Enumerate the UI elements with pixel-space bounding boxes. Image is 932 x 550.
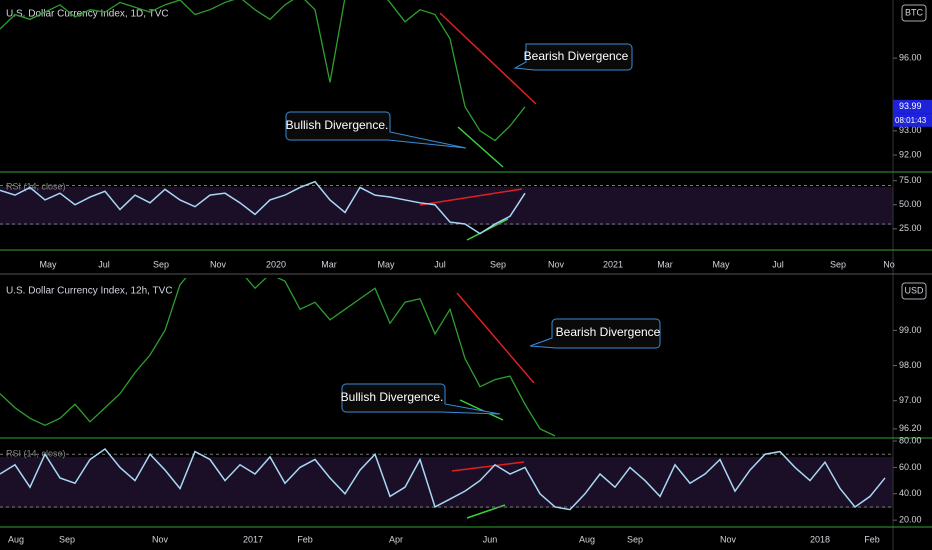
bearish-line	[456, 292, 535, 384]
x-tick-label: Sep	[59, 534, 75, 544]
rsi-line	[0, 180, 526, 235]
y-tick-label: 92.00	[899, 149, 922, 159]
y-tick-label: 25.00	[899, 223, 922, 233]
bearish-rsi-line	[451, 461, 525, 472]
x-tick-label: Mar	[321, 259, 337, 269]
y-tick-label: 60.00	[899, 462, 922, 472]
callout	[529, 318, 661, 349]
bullish-line	[457, 126, 504, 168]
rsi-band-fill	[0, 187, 893, 225]
x-tick-label: 2021	[603, 259, 623, 269]
x-tick-label: Feb	[297, 534, 313, 544]
bearish-line	[439, 12, 537, 105]
y-tick-label: 96.20	[899, 423, 922, 433]
last-price-tag	[893, 99, 932, 114]
x-tick-label: Aug	[579, 534, 595, 544]
bullish-line	[459, 399, 504, 421]
y-tick-label: 75.00	[899, 175, 922, 185]
price-line	[0, 0, 526, 142]
x-tick-label: 2017	[243, 534, 263, 544]
y-tick-label: 20.00	[899, 515, 922, 525]
x-tick-label: Mar	[657, 259, 673, 269]
y-tick-label: 93.00	[899, 125, 922, 135]
annotation: Bullish Divergence.	[286, 118, 389, 132]
countdown-tag	[893, 113, 932, 127]
x-tick-label: Sep	[830, 259, 846, 269]
currency-label: USD	[904, 285, 924, 295]
rsi-line	[0, 447, 886, 511]
annotation: Bearish Divergence	[556, 325, 661, 339]
rsi-label: RSI (14, close)	[6, 448, 66, 458]
annotation: Bullish Divergence.	[341, 390, 444, 404]
x-tick-label: Nov	[210, 259, 227, 269]
x-tick-label: 2020	[266, 259, 286, 269]
x-tick-label: May	[377, 259, 395, 269]
callout	[285, 111, 467, 149]
x-tick-label: Aug	[8, 534, 24, 544]
x-tick-label: Sep	[490, 259, 506, 269]
rsi-label: RSI (14, close)	[6, 181, 66, 191]
price-line	[0, 278, 556, 437]
x-tick-label: Nov	[152, 534, 169, 544]
x-tick-label: Feb	[864, 534, 880, 544]
currency-badge[interactable]	[901, 4, 927, 22]
x-tick-label: Jul	[98, 259, 110, 269]
x-tick-label: Nov	[720, 534, 737, 544]
symbol-title: U.S. Dollar Currency Index, 1D, TVC	[6, 9, 169, 20]
x-tick-label: Apr	[389, 534, 403, 544]
x-tick-label: Sep	[153, 259, 169, 269]
last-price-label: 93.99	[899, 101, 922, 111]
x-tick-label: Jul	[772, 259, 784, 269]
currency-badge[interactable]	[901, 282, 927, 300]
x-tick-label: Jun	[483, 534, 498, 544]
bearish-rsi-line	[419, 188, 523, 206]
y-tick-label: 97.00	[899, 395, 922, 405]
x-tick-label: 2018	[810, 534, 830, 544]
y-tick-label: 50.00	[899, 199, 922, 209]
y-tick-label: 40.00	[899, 488, 922, 498]
x-tick-label: Nov	[548, 259, 565, 269]
x-tick-label: May	[39, 259, 57, 269]
y-tick-label: 80.00	[899, 435, 922, 445]
x-tick-label: No	[883, 259, 895, 269]
callout	[513, 43, 633, 71]
y-tick-label: 99.00	[899, 325, 922, 335]
y-tick-label: 96.00	[899, 53, 922, 63]
x-tick-label: Sep	[627, 534, 643, 544]
countdown: 08:01:43	[895, 116, 927, 125]
rsi-band-fill	[0, 457, 893, 508]
x-tick-label: May	[712, 259, 730, 269]
symbol-title: U.S. Dollar Currency Index, 12h, TVC	[6, 286, 173, 297]
y-tick-label: 98.00	[899, 360, 922, 370]
currency-label: BTC	[905, 7, 924, 17]
annotation: Bearish Divergence	[524, 49, 629, 63]
callout	[341, 383, 501, 415]
x-tick-label: Jul	[434, 259, 446, 269]
